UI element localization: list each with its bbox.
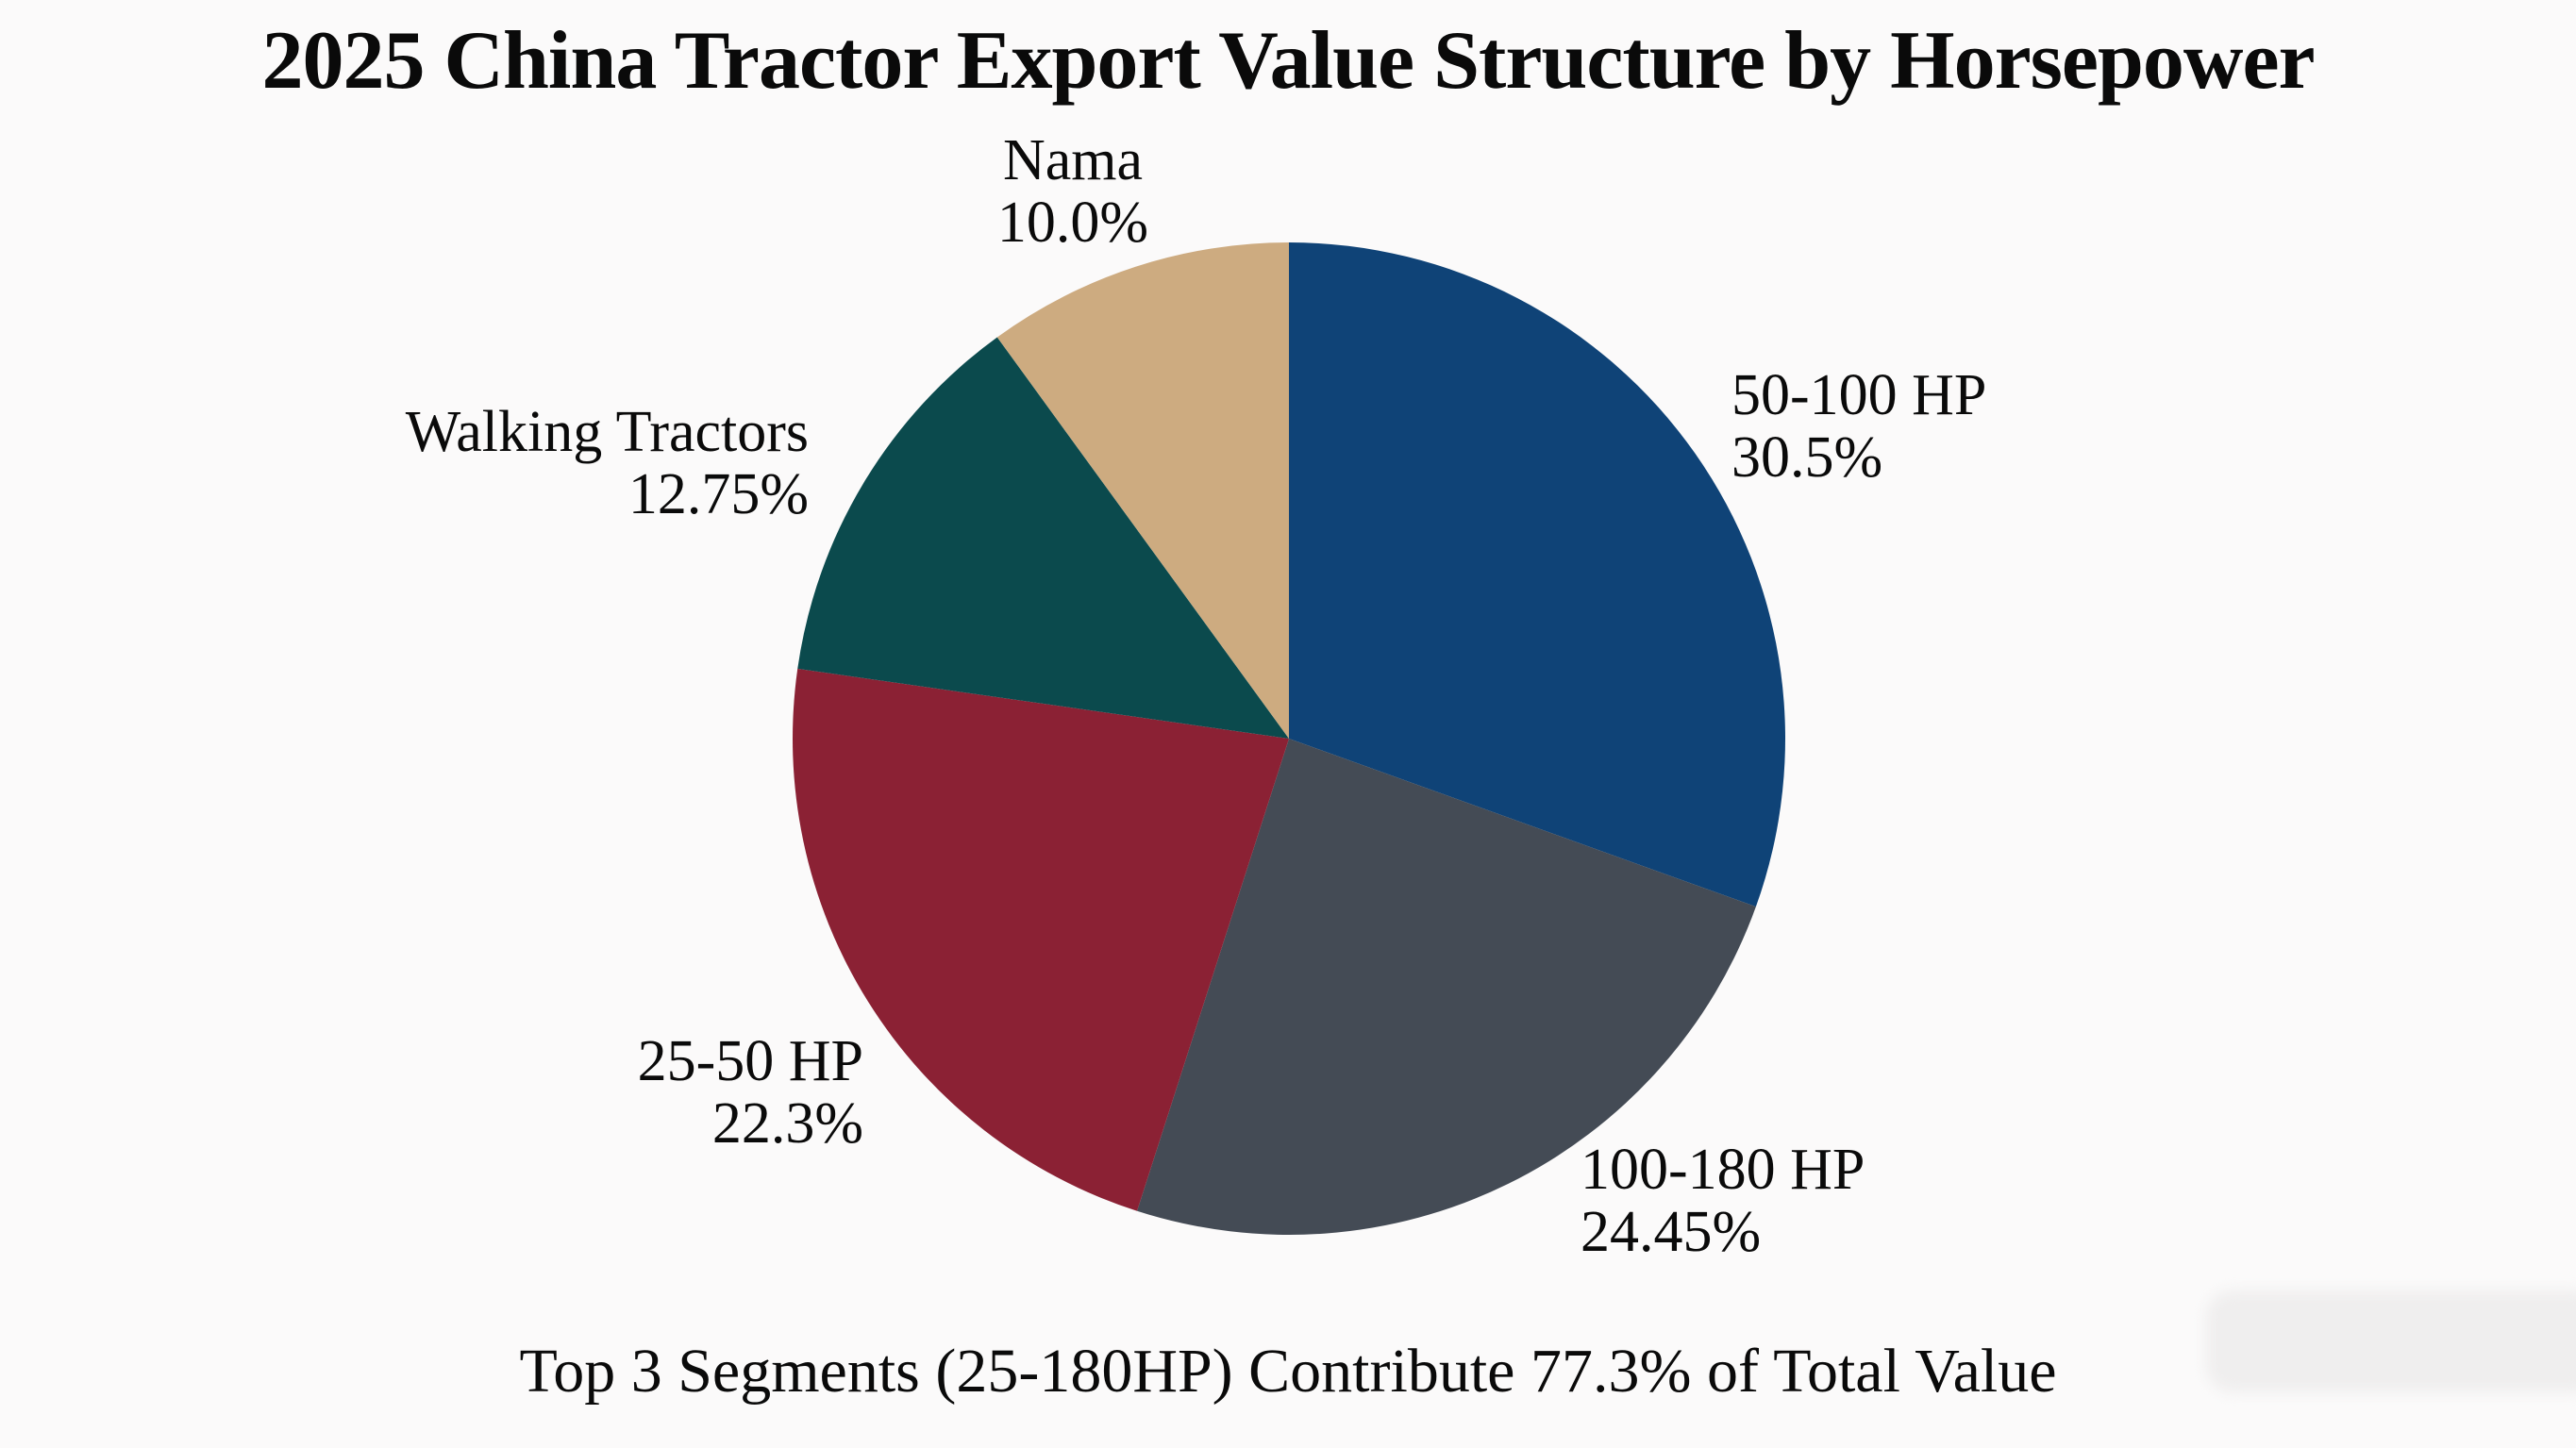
- slice-name: 100-180 HP: [1581, 1138, 1865, 1202]
- chart-title: 2025 China Tractor Export Value Structur…: [261, 15, 2315, 107]
- slice-pct: 30.5%: [1731, 425, 1883, 490]
- slice-pct: 12.75%: [627, 462, 809, 526]
- watermark-blob: [2206, 1290, 2576, 1392]
- slice-pct: 10.0%: [996, 191, 1149, 255]
- pie-slice-25-50-hp: [793, 668, 1289, 1211]
- slice-name: Walking Tractors: [405, 400, 809, 464]
- slice-label-50-100hp: 50-100 HP 30.5%: [1731, 364, 1986, 489]
- slice-pct: 24.45%: [1581, 1200, 1762, 1264]
- pie-slice-nama: [996, 242, 1289, 739]
- pie-slice-50-100-hp: [1289, 242, 1785, 907]
- pie-slice-walking-tractors: [797, 337, 1289, 739]
- slice-name: 50-100 HP: [1731, 363, 1987, 427]
- chart-subtitle: Top 3 Segments (25-180HP) Contribute 77.…: [519, 1337, 2057, 1406]
- slice-name: 25-50 HP: [637, 1029, 863, 1093]
- pie-slice-100-180-hp: [1137, 739, 1756, 1235]
- slice-name: Nama: [1002, 128, 1144, 192]
- slice-label-100-180hp: 100-180 HP 24.45%: [1581, 1139, 1865, 1263]
- slice-label-walking-tractors: Walking Tractors 12.75%: [406, 401, 809, 525]
- slice-label-nama: Nama 10.0%: [997, 129, 1148, 254]
- slice-label-25-50hp: 25-50 HP 22.3%: [638, 1030, 863, 1155]
- slice-pct: 22.3%: [711, 1091, 863, 1156]
